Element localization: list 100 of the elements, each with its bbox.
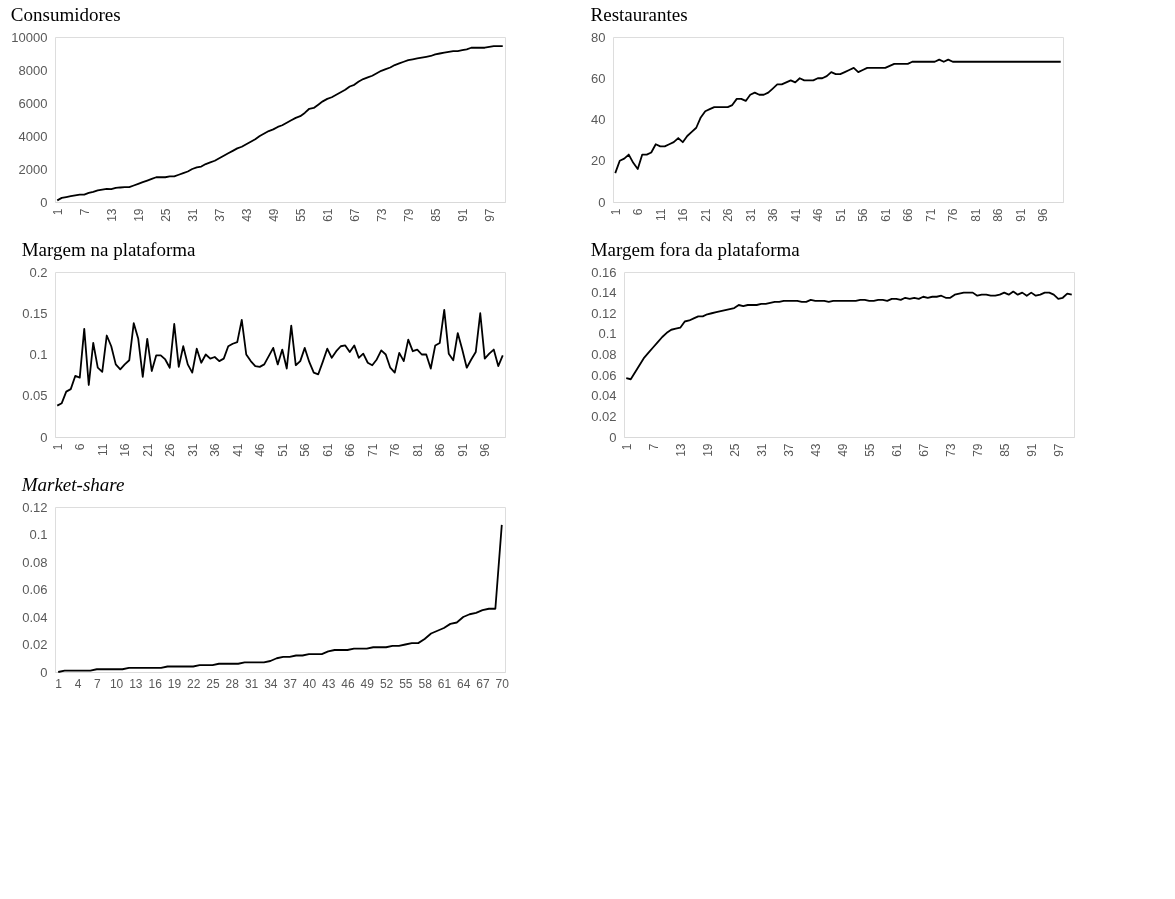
x-tick-label: 73 — [374, 208, 389, 222]
x-tick-label: 70 — [495, 676, 510, 691]
x-tick-label: 36 — [208, 443, 223, 457]
x-tick-label: 13 — [104, 208, 119, 222]
x-tick-label: 86 — [991, 208, 1006, 222]
x-tick-label: 7 — [93, 676, 101, 691]
x-tick-label: 56 — [856, 208, 871, 222]
y-tick-label: 0.1 — [598, 326, 617, 342]
y-tick-label: 2000 — [18, 161, 48, 177]
y-tick-label: 0.14 — [591, 285, 617, 301]
chart-title: Market-share — [20, 474, 125, 495]
y-tick-label: 0.16 — [591, 264, 617, 280]
x-tick-label: 49 — [266, 208, 281, 222]
y-tick-label: 0.1 — [29, 347, 48, 362]
x-tick-label: 91 — [1013, 208, 1028, 222]
x-tick-label: 43 — [239, 208, 254, 222]
y-tick-label: 0 — [40, 664, 48, 680]
x-tick-label: 71 — [365, 443, 380, 457]
y-tick-label: 0.06 — [591, 367, 617, 383]
x-tick-label: 76 — [388, 443, 403, 457]
chart-title: Consumidores — [10, 4, 121, 25]
x-tick-label: 6 — [631, 208, 646, 216]
x-tick-label: 96 — [1036, 208, 1051, 222]
x-tick-label: 4 — [74, 676, 82, 691]
x-tick-label: 25 — [206, 676, 220, 691]
x-tick-label: 67 — [347, 208, 362, 222]
y-tick-label: 20 — [591, 153, 606, 169]
chart-title: Margem fora da plataforma — [590, 239, 801, 260]
x-tick-label: 37 — [212, 208, 227, 222]
x-tick-label: 31 — [244, 676, 259, 691]
x-tick-label: 21 — [140, 443, 155, 457]
x-tick-label: 28 — [225, 676, 240, 691]
x-tick-label: 25 — [727, 443, 742, 457]
x-tick-label: 46 — [341, 676, 355, 691]
x-tick-label: 31 — [185, 443, 200, 457]
x-tick-label: 91 — [1024, 443, 1039, 457]
x-tick-label: 85 — [428, 208, 443, 222]
x-tick-label: 19 — [167, 676, 182, 691]
x-tick-label: 41 — [788, 208, 803, 222]
y-tick-label: 40 — [591, 112, 606, 127]
y-tick-label: 80 — [591, 29, 606, 45]
x-tick-label: 49 — [835, 443, 850, 457]
x-tick-label: 46 — [811, 208, 826, 222]
x-tick-label: 36 — [766, 208, 781, 222]
x-tick-label: 25 — [158, 208, 173, 222]
x-tick-label: 79 — [401, 208, 416, 222]
x-tick-label: 41 — [230, 443, 245, 457]
x-tick-label: 13 — [673, 443, 688, 457]
x-tick-label: 61 — [320, 443, 335, 457]
x-tick-label: 34 — [264, 676, 278, 691]
line-series — [57, 523, 503, 673]
x-tick-label: 26 — [163, 443, 178, 457]
x-tick-label: 85 — [997, 443, 1012, 457]
x-tick-label: 21 — [698, 208, 713, 222]
y-tick-label: 8000 — [18, 62, 48, 78]
x-tick-label: 31 — [185, 208, 200, 222]
x-tick-label: 81 — [410, 443, 425, 457]
y-tick-label: 6000 — [18, 95, 48, 111]
x-tick-label: 16 — [676, 208, 691, 222]
y-tick-label: 0 — [598, 194, 606, 210]
x-tick-label: 1 — [50, 443, 65, 451]
x-tick-label: 19 — [131, 208, 146, 222]
x-tick-label: 46 — [253, 443, 268, 457]
x-tick-label: 7 — [646, 443, 661, 451]
y-tick-label: 0.04 — [591, 388, 617, 404]
x-tick-label: 31 — [743, 208, 758, 222]
x-tick-label: 51 — [275, 443, 290, 457]
x-tick-label: 1 — [608, 208, 623, 216]
x-tick-label: 61 — [889, 443, 904, 457]
y-tick-label: 0.02 — [591, 408, 617, 424]
x-tick-label: 11 — [653, 208, 668, 221]
x-tick-label: 67 — [916, 443, 931, 457]
x-tick-label: 49 — [360, 676, 375, 691]
x-tick-label: 76 — [946, 208, 961, 222]
x-tick-label: 67 — [476, 676, 490, 691]
x-tick-label: 86 — [433, 443, 448, 457]
line-series — [625, 290, 1073, 381]
x-tick-label: 16 — [118, 443, 133, 457]
x-tick-label: 31 — [754, 443, 769, 457]
x-tick-label: 11 — [95, 443, 110, 456]
x-tick-label: 61 — [320, 208, 335, 222]
y-tick-label: 0.12 — [591, 305, 617, 321]
y-tick-label: 0 — [609, 429, 617, 445]
x-tick-label: 96 — [478, 443, 493, 457]
y-tick-label: 0 — [40, 429, 48, 445]
x-tick-label: 37 — [781, 443, 796, 457]
x-tick-label: 13 — [129, 676, 143, 691]
x-tick-label: 43 — [322, 676, 336, 691]
x-tick-label: 56 — [298, 443, 313, 457]
x-tick-label: 91 — [455, 443, 470, 457]
x-tick-label: 91 — [455, 208, 470, 222]
x-tick-label: 81 — [968, 208, 983, 222]
x-tick-label: 71 — [923, 208, 938, 222]
x-tick-label: 58 — [418, 676, 433, 691]
y-tick-label: 0.05 — [22, 388, 48, 404]
chart-title: Restaurantes — [590, 4, 688, 25]
x-tick-label: 55 — [399, 676, 413, 691]
line-series — [56, 45, 504, 202]
x-tick-label: 40 — [302, 676, 317, 691]
x-tick-label: 97 — [482, 208, 497, 222]
